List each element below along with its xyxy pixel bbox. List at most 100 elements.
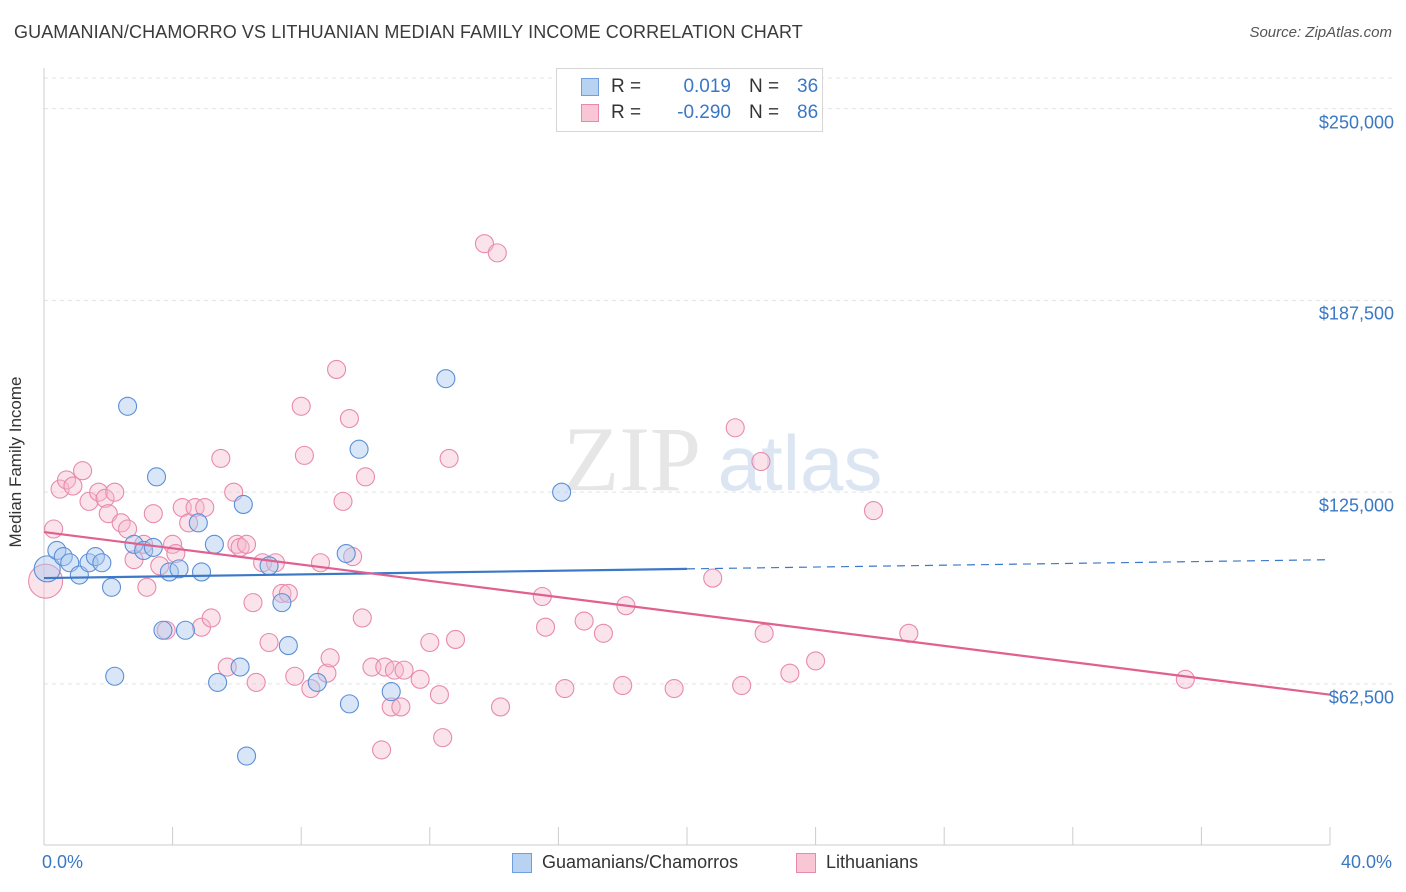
guamanian-point [236, 746, 257, 766]
lithuanian-point [320, 648, 340, 668]
blue-swatch [581, 78, 599, 96]
lithuanian-point [703, 568, 723, 588]
lithuanian-point [246, 672, 266, 692]
chart-title: GUAMANIAN/CHAMORRO VS LITHUANIAN MEDIAN … [14, 22, 803, 42]
lithuanian-point [73, 461, 93, 481]
y-tick-label: $187,500 [1318, 303, 1394, 324]
guamanian-point [92, 553, 112, 573]
lithuanian-point [410, 669, 430, 689]
lithuanian-point [243, 593, 263, 613]
lithuanian-point [143, 504, 163, 524]
guamanian-point [381, 682, 401, 702]
lithuanian-point [28, 563, 64, 599]
axes [43, 68, 1331, 846]
lithuanian-point [664, 678, 684, 699]
blue-r-value: 0.019 [683, 76, 731, 97]
trend-lines [43, 530, 1331, 696]
lithuanian-point [613, 675, 633, 696]
legend-blue: Guamanians/Chamorros [512, 852, 738, 873]
lithuanian-point [310, 553, 331, 573]
lithuanian-point [490, 697, 511, 717]
lithuanian-point [725, 418, 745, 438]
lithuanian-point [63, 476, 83, 496]
lithuanian-point [227, 534, 247, 554]
guamanian-point [307, 672, 327, 692]
guamanian-point [230, 657, 250, 677]
lithuanian-point [372, 740, 392, 760]
lithuanian-point [384, 660, 404, 680]
pink-n-value: 86 [797, 102, 819, 123]
guamanian-point [436, 369, 456, 389]
legend-pink-swatch [796, 852, 816, 873]
stats-box: R = 0.019 N = 36 R = -0.290 N = 86 [556, 68, 823, 132]
watermark-zip: ZIP [563, 408, 701, 510]
lithuanian-point [439, 448, 459, 468]
source-label: Source: ZipAtlas.com [1249, 24, 1392, 41]
lithuanian-point [150, 556, 170, 576]
y-tick-label: $250,000 [1318, 112, 1394, 133]
guamanian-point [101, 577, 122, 597]
pink-r-label: R = [611, 102, 642, 123]
lithuanian-point [394, 660, 414, 680]
guamanian-trend-extension [686, 559, 1331, 570]
lithuanian-point [806, 651, 826, 671]
guamanian-point [191, 562, 212, 582]
x-tick-min: 0.0% [42, 852, 84, 872]
grid-lines [44, 77, 1394, 685]
lithuanian-point [352, 608, 372, 628]
lithuanian-point [429, 685, 449, 705]
guamanian-point [272, 593, 292, 613]
y-tick-label: $125,000 [1318, 495, 1394, 516]
lithuanian-point [201, 608, 221, 628]
lithuanian-point [445, 629, 466, 649]
guamanian-point [146, 467, 167, 487]
guamanian-point [278, 636, 298, 656]
lithuanian-point [278, 583, 298, 603]
guamanian-point [105, 666, 125, 686]
lithuanian-point [487, 243, 507, 263]
lithuanian-point [339, 408, 359, 429]
lithuanian-point [474, 234, 495, 254]
lithuanian-point [535, 617, 556, 637]
guamanian-point [153, 620, 173, 640]
lithuanian-point [780, 663, 800, 683]
pink-r-value: -0.290 [677, 102, 731, 123]
guamanian-point [169, 559, 189, 579]
y-tick-label: $62,500 [1328, 687, 1394, 708]
stats-row-pink: R = -0.290 N = 86 [557, 100, 818, 126]
guamanian-point [208, 672, 228, 692]
x-tick-max: 40.0% [1340, 852, 1392, 872]
pink-swatch [581, 104, 599, 122]
watermark: ZIP atlas [563, 408, 882, 510]
guamanian-point [336, 543, 356, 564]
lithuanian-point [211, 448, 231, 468]
lithuanian-point [574, 611, 594, 631]
lithuanian-point [754, 623, 774, 643]
lithuanian-point [294, 445, 314, 465]
lithuanian-point [259, 632, 279, 653]
guamanian-point [188, 513, 208, 533]
lithuanian-point [236, 534, 257, 554]
lithuanian-point [185, 497, 205, 518]
guamanian-point [204, 534, 224, 554]
blue-n-label: N = [749, 76, 780, 97]
legend-pink-label: Lithuanians [826, 852, 919, 872]
blue-r-label: R = [611, 76, 642, 97]
guamanian-point [33, 555, 61, 583]
lithuanian-point [98, 504, 118, 524]
guamanian-point [349, 439, 369, 459]
legend-blue-label: Guamanians/Chamorros [542, 852, 739, 872]
lithuanian-points [28, 234, 1195, 760]
guamanian-point [233, 494, 253, 515]
lithuanian-point [433, 728, 453, 748]
lithuanian-point [291, 396, 311, 416]
lithuanian-point [381, 697, 401, 717]
blue-n-value: 36 [797, 76, 819, 97]
guamanian-point [552, 482, 572, 502]
lithuanian-point [285, 666, 305, 686]
guamanian-points [33, 369, 572, 766]
guamanian-point [175, 620, 196, 640]
lithuanian-point [44, 519, 64, 539]
guamanian-point [118, 396, 138, 416]
